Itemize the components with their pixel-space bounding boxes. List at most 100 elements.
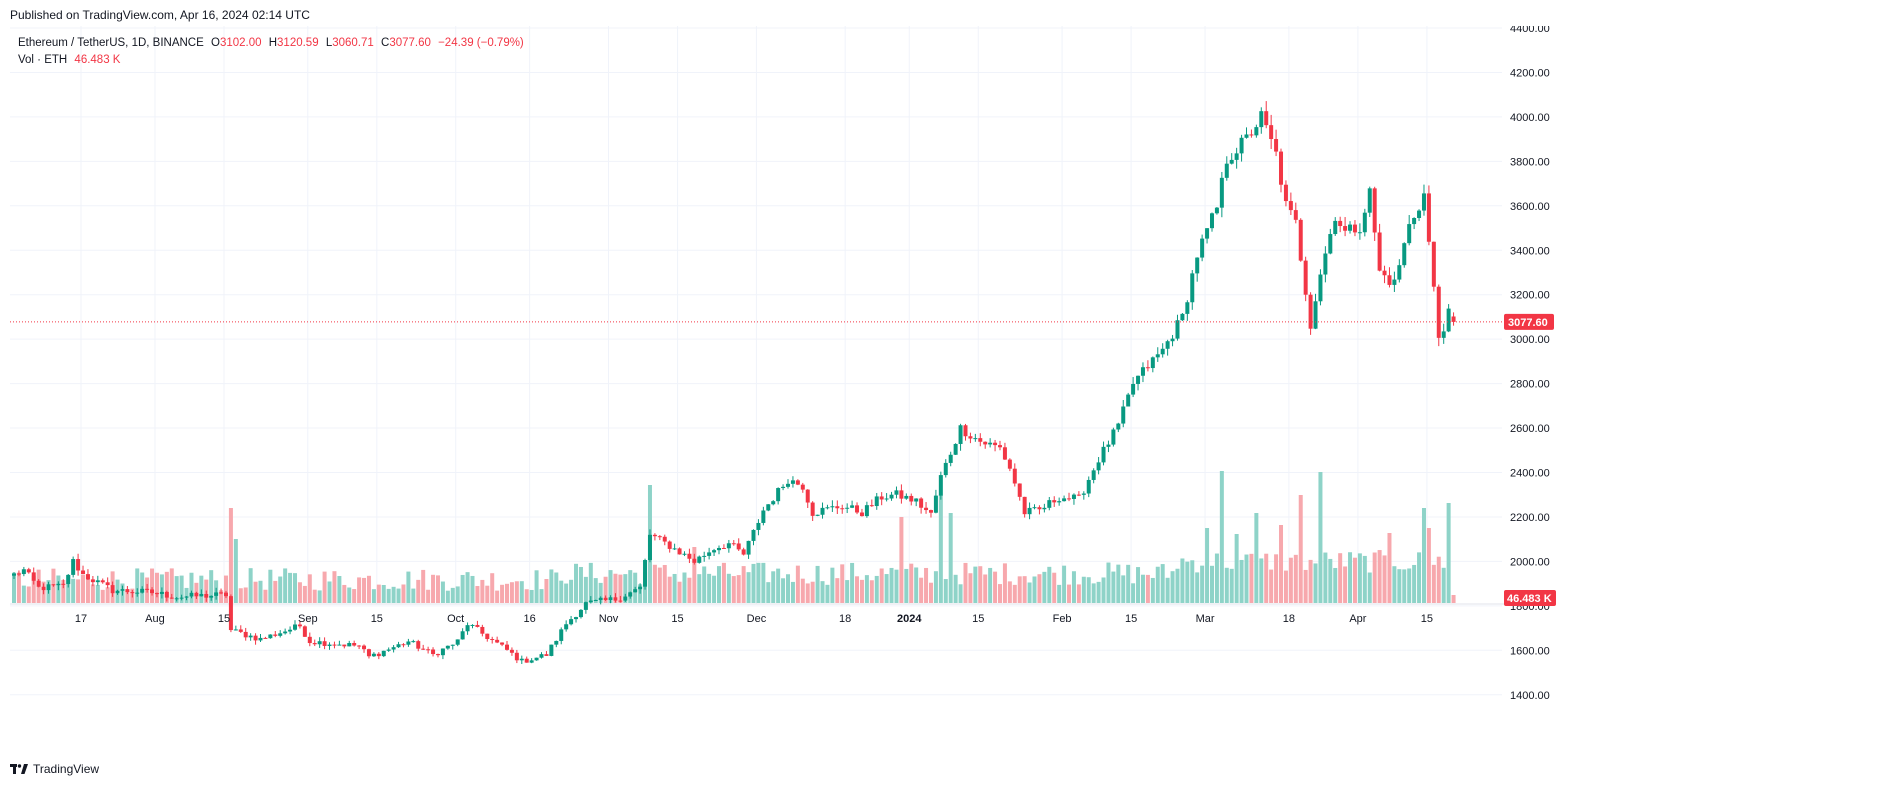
candle-body bbox=[647, 534, 652, 561]
volume-bar bbox=[169, 568, 174, 603]
candle-body bbox=[1190, 273, 1195, 303]
candle-body bbox=[1323, 253, 1328, 275]
price-tick-label: 2200.00 bbox=[1510, 512, 1550, 524]
volume-bar bbox=[1372, 552, 1377, 603]
candle-body bbox=[1067, 498, 1072, 500]
volume-bar bbox=[539, 589, 544, 603]
volume-bar bbox=[1328, 558, 1333, 603]
volume-bar bbox=[781, 578, 786, 603]
volume-bar bbox=[815, 565, 820, 603]
price-tick-label: 1400.00 bbox=[1510, 690, 1550, 702]
volume-bar bbox=[421, 569, 426, 603]
volume-bar bbox=[1195, 572, 1200, 603]
volume-bar bbox=[840, 564, 845, 603]
volume-bar bbox=[1323, 552, 1328, 603]
volume-bar bbox=[21, 585, 26, 603]
candle-body bbox=[1436, 286, 1441, 338]
candle-body bbox=[998, 445, 1002, 448]
candle-body bbox=[1062, 498, 1067, 502]
candle-body bbox=[1150, 357, 1155, 369]
volume-bar bbox=[1348, 552, 1353, 603]
volume-bar bbox=[1382, 555, 1387, 603]
volume-bar bbox=[1431, 564, 1436, 603]
volume-bar bbox=[81, 574, 86, 603]
volume-bar bbox=[465, 572, 470, 603]
candle-body bbox=[381, 650, 386, 657]
volume-bar bbox=[1052, 572, 1057, 603]
chart-legend: Ethereum / TetherUS, 1D, BINANCE O3102.0… bbox=[18, 35, 528, 69]
candle-body bbox=[667, 541, 672, 549]
candle-body bbox=[1121, 406, 1126, 424]
volume-bar bbox=[322, 571, 327, 603]
volume-bar bbox=[1214, 553, 1219, 603]
volume-bar bbox=[998, 584, 1002, 603]
candle-body bbox=[578, 609, 583, 618]
candle-body bbox=[100, 580, 105, 583]
volume-bar bbox=[179, 575, 184, 603]
candle-body bbox=[643, 560, 648, 587]
volume-bar bbox=[90, 584, 95, 603]
volume-bar bbox=[1022, 576, 1027, 603]
candle-body bbox=[1387, 275, 1392, 285]
candle-body bbox=[421, 648, 426, 650]
time-tick-label: 15 bbox=[972, 613, 984, 625]
candle-body bbox=[1224, 163, 1229, 178]
candle-body bbox=[1076, 494, 1081, 496]
volume-bar bbox=[1111, 571, 1116, 603]
candle-body bbox=[455, 639, 460, 645]
candle-body bbox=[1002, 447, 1007, 460]
volume-bar bbox=[1279, 525, 1284, 603]
grid bbox=[10, 26, 1552, 696]
volume-bar bbox=[1407, 568, 1412, 603]
volume-bar bbox=[317, 590, 322, 603]
volume-bar bbox=[820, 581, 825, 603]
candle-body bbox=[396, 644, 401, 648]
candle-body bbox=[973, 438, 978, 440]
candle-body bbox=[416, 641, 421, 649]
candle-body bbox=[278, 633, 283, 636]
candle-body bbox=[1308, 294, 1313, 329]
candle-body bbox=[633, 589, 638, 593]
candle-body bbox=[1264, 111, 1269, 126]
volume-bar bbox=[1027, 582, 1032, 603]
candle-body bbox=[140, 588, 145, 593]
candle-body bbox=[1027, 507, 1032, 515]
volume-bar bbox=[933, 571, 938, 603]
volume-bar bbox=[332, 571, 337, 603]
symbol-label[interactable]: Ethereum / TetherUS, 1D, BINANCE bbox=[18, 37, 204, 49]
candle-body bbox=[682, 553, 687, 555]
candle-body bbox=[150, 589, 155, 594]
candle-body bbox=[1303, 260, 1308, 295]
volume-bar bbox=[376, 584, 381, 603]
volume-bar bbox=[327, 581, 332, 603]
candle-body bbox=[366, 649, 371, 657]
candle-body bbox=[1052, 500, 1057, 503]
candle-body bbox=[1022, 496, 1027, 515]
candle-body bbox=[657, 536, 662, 538]
volume-bar bbox=[164, 571, 169, 603]
volume-bar bbox=[347, 587, 352, 603]
candle-body bbox=[919, 498, 924, 508]
candle-body bbox=[1140, 367, 1145, 376]
volume-bar bbox=[707, 573, 712, 603]
volume-bar bbox=[662, 564, 667, 603]
volume-bar bbox=[795, 565, 800, 603]
volume-bar bbox=[825, 584, 830, 603]
volume-bar bbox=[1047, 566, 1052, 603]
volume-bar bbox=[726, 573, 731, 603]
volume-bar bbox=[1002, 563, 1007, 603]
candle-body bbox=[894, 490, 899, 495]
candle-body bbox=[204, 593, 209, 598]
volume-bar bbox=[445, 590, 450, 603]
candle-body bbox=[273, 634, 278, 636]
volume-bar bbox=[786, 574, 791, 603]
volume-label[interactable]: Vol · ETH bbox=[18, 54, 68, 66]
candle-body bbox=[855, 505, 860, 513]
candle-body bbox=[1333, 220, 1338, 235]
tradingview-brand[interactable]: TradingView bbox=[10, 762, 99, 776]
candlestick-chart[interactable]: 4400.00 4200.00 4000.00 3800.00 3600.00 3400.… bbox=[10, 26, 1883, 762]
volume-bar bbox=[884, 574, 889, 603]
volume-bar bbox=[697, 574, 702, 603]
volume-bar bbox=[736, 575, 741, 603]
volume-bar bbox=[805, 583, 810, 603]
